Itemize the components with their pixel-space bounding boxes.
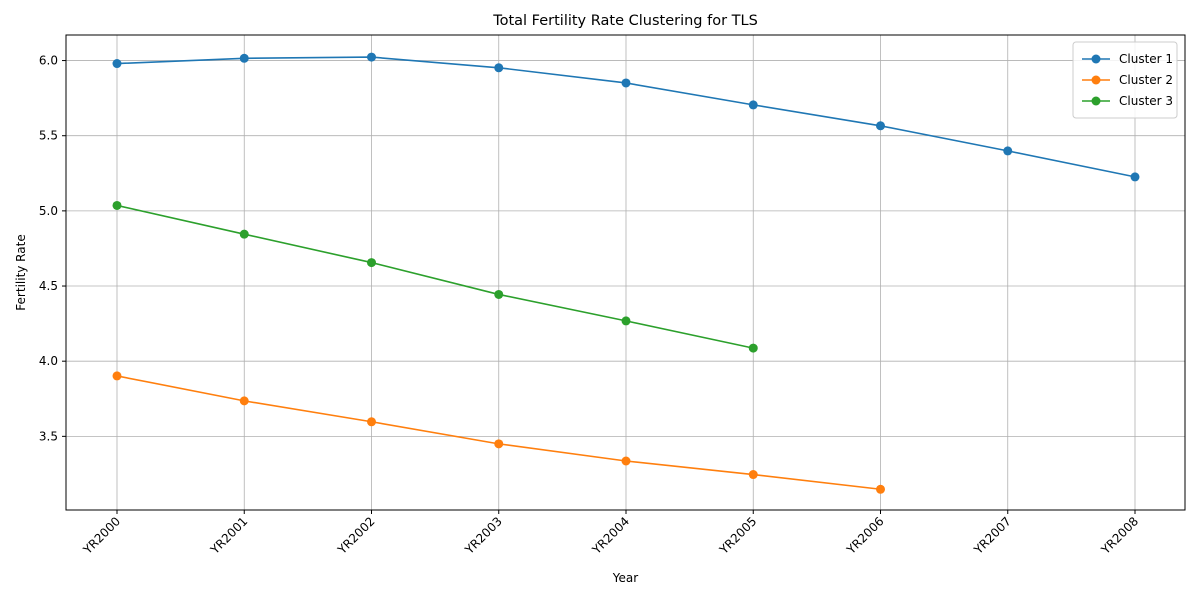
data-point	[112, 59, 122, 69]
legend-swatch-marker	[1091, 96, 1101, 106]
y-tick-label: 4.0	[39, 354, 58, 368]
data-point	[748, 470, 758, 480]
data-point	[494, 63, 504, 73]
y-axis-label: Fertility Rate	[14, 234, 28, 310]
data-point	[367, 52, 376, 62]
chart-title: Total Fertility Rate Clustering for TLS	[492, 13, 758, 29]
y-axis-ticks: 3.5 4.0 4.5 5.0 5.5 6.0	[39, 54, 66, 443]
series-line	[116, 204, 754, 349]
data-point	[112, 371, 122, 381]
data-point	[367, 258, 376, 268]
data-point	[239, 53, 249, 63]
legend: Cluster 1 Cluster 2 Cluster 3	[1072, 41, 1178, 119]
legend-swatch-marker	[1091, 75, 1101, 85]
x-tick-label: YR2001	[207, 514, 250, 557]
y-tick-label: 6.0	[39, 54, 58, 68]
x-tick-label: YR2007	[971, 514, 1014, 557]
data-point	[876, 121, 885, 131]
legend-label: Cluster 1	[1119, 52, 1173, 66]
y-tick-label: 3.5	[39, 429, 58, 443]
x-axis-label: Year	[612, 571, 638, 585]
y-tick-label: 4.5	[39, 279, 58, 293]
x-axis-ticks: YR2000 YR2001 YR2002 YR2003 YR2004 YR2005 YR20…	[80, 510, 1141, 558]
x-tick-label: YR2006	[843, 514, 886, 557]
plot-frame	[65, 34, 1186, 511]
legend-label: Cluster 3	[1119, 94, 1173, 108]
data-point	[876, 484, 885, 494]
data-point	[748, 100, 758, 110]
data-point	[112, 200, 122, 210]
data-point	[239, 229, 249, 239]
data-point	[494, 439, 504, 449]
x-tick-label: YR2005	[716, 514, 759, 557]
legend-label: Cluster 2	[1119, 73, 1173, 87]
x-tick-label: YR2000	[80, 514, 123, 557]
data-point	[748, 343, 758, 353]
legend-swatch-marker	[1091, 54, 1101, 64]
series-lines	[112, 52, 1140, 494]
data-point	[1003, 146, 1013, 156]
data-point	[1130, 172, 1140, 182]
data-point	[367, 417, 376, 427]
data-point	[621, 78, 631, 88]
data-point	[494, 289, 504, 299]
data-point	[621, 456, 631, 466]
y-tick-label: 5.5	[39, 129, 58, 143]
data-point	[621, 316, 631, 326]
x-tick-label: YR2004	[589, 514, 632, 557]
data-point	[239, 396, 249, 406]
grid-lines	[66, 35, 1185, 510]
y-tick-label: 5.0	[39, 204, 58, 218]
x-tick-label: YR2002	[334, 514, 377, 557]
x-tick-label: YR2008	[1098, 514, 1141, 557]
x-tick-label: YR2003	[462, 514, 505, 557]
